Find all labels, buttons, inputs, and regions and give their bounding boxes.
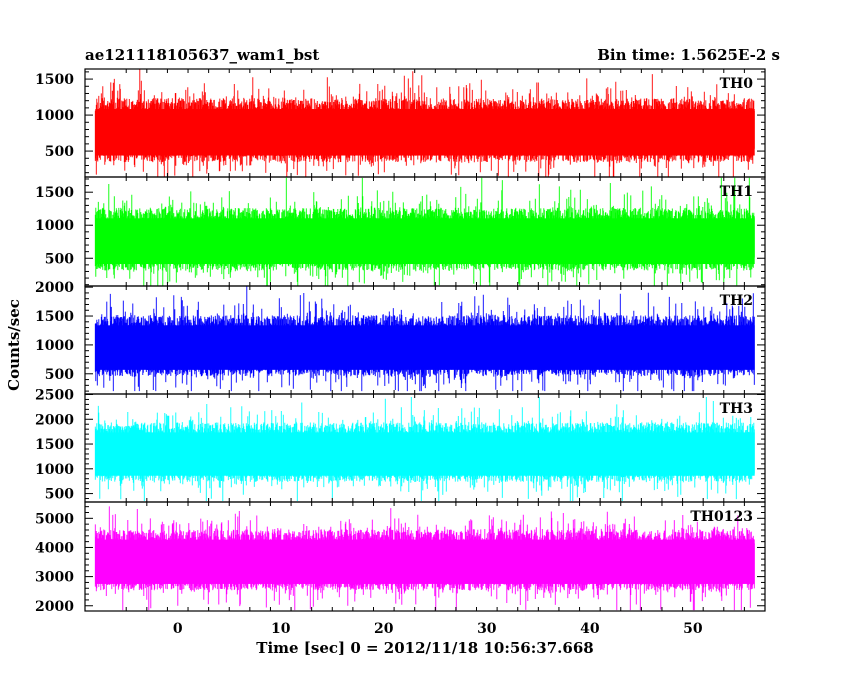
- x-tick-label: 0: [173, 621, 183, 637]
- panel-frame: [84, 501, 766, 612]
- y-tick-label: 2000: [35, 412, 74, 428]
- series-core-th0: [95, 109, 755, 156]
- y-tick-label: 1000: [35, 218, 74, 234]
- series-core-th1: [95, 218, 755, 265]
- series-core-th2: [95, 325, 755, 370]
- y-tick-label: 500: [45, 487, 74, 503]
- y-tick-label: 3000: [35, 570, 74, 586]
- panel-label: TH0123: [690, 509, 753, 525]
- y-tick-label: 2000: [35, 599, 74, 615]
- panel-th1: 500 1000 1500 TH1: [35, 176, 766, 287]
- y-tick-label: 1500: [35, 72, 74, 88]
- x-tick-label: 40: [580, 621, 600, 637]
- panel-th2: 500 1000 1500 2000 TH2: [35, 280, 766, 395]
- y-tick-label: 1500: [35, 309, 74, 325]
- y-tick-label: 1500: [35, 185, 74, 201]
- y-tick-label: 4000: [35, 540, 74, 556]
- panel-th0123: 2000 3000 4000 5000 TH0123: [35, 501, 766, 615]
- x-tick-label: 20: [374, 621, 394, 637]
- x-tick-label: 50: [683, 621, 703, 637]
- y-tick-label: 1500: [35, 437, 74, 453]
- y-axis-label: Counts/sec: [5, 299, 23, 391]
- y-tick-label: 1000: [35, 338, 74, 354]
- y-tick-label: 500: [45, 251, 74, 267]
- series-core-th0123: [95, 539, 755, 584]
- y-tick-label: 1000: [35, 108, 74, 124]
- y-tick-label: 500: [45, 367, 74, 383]
- panel-label: TH3: [720, 401, 753, 417]
- series-core-th3: [95, 432, 755, 476]
- chart-title: ae121118105637_wam1_bst: [85, 46, 319, 64]
- x-tick-label: 30: [477, 621, 497, 637]
- panel-th3: 500 1000 1500 2000 2500 TH3: [35, 387, 766, 503]
- y-tick-label: 2500: [35, 387, 74, 403]
- x-tick-label: 10: [271, 621, 291, 637]
- panel-label: TH2: [720, 293, 753, 309]
- panel-th0: 500 1000 1500 TH0: [35, 68, 766, 178]
- y-tick-label: 500: [45, 144, 74, 160]
- panel-label: TH1: [720, 184, 753, 200]
- x-axis-label: Time [sec] 0 = 2012/11/18 10:56:37.668: [256, 639, 593, 657]
- y-tick-label: 5000: [35, 511, 74, 527]
- panel-label: TH0: [720, 76, 754, 92]
- y-tick-label: 2000: [35, 280, 74, 296]
- y-tick-label: 1000: [35, 462, 74, 478]
- bin-time-label: Bin time: 1.5625E-2 s: [597, 46, 780, 64]
